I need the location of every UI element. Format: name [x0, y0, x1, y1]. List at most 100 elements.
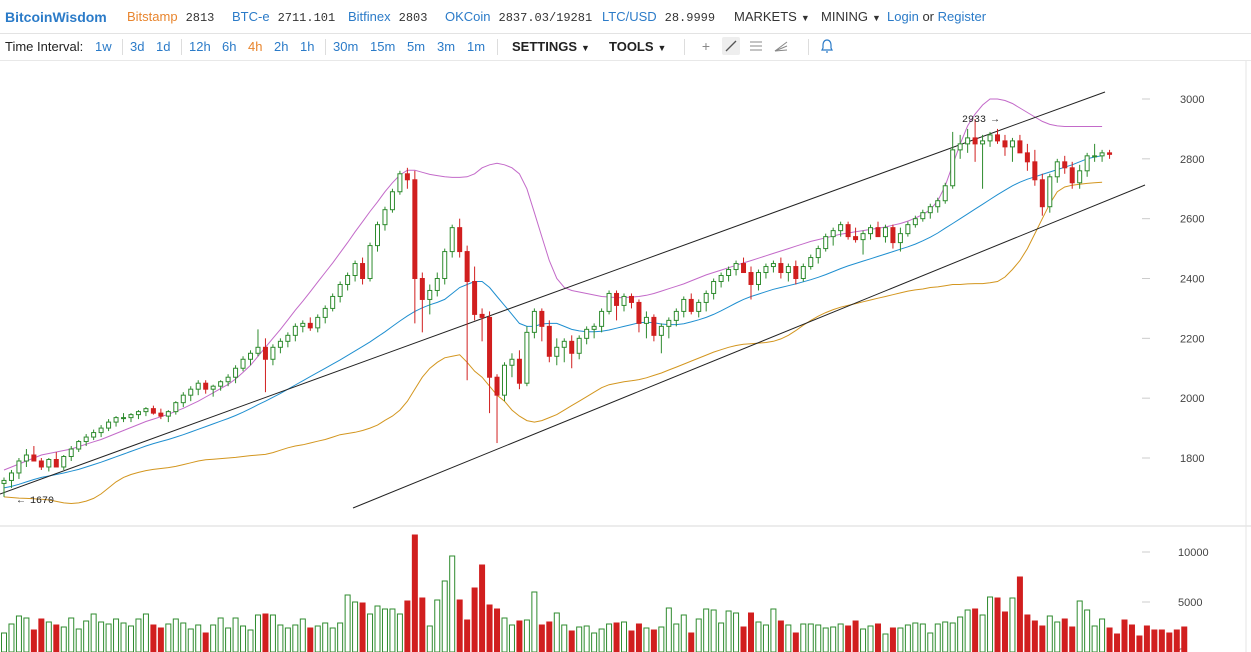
candle-down — [539, 310, 545, 327]
volume-bar-up — [718, 622, 725, 652]
interval-1w[interactable]: 1w — [95, 39, 112, 54]
low-price-annotation: ← 1670 — [18, 496, 54, 507]
candle-down — [651, 316, 657, 336]
candle-up — [255, 346, 261, 354]
interval-6h[interactable]: 6h — [222, 39, 237, 54]
price-tick-label: 1800 — [1180, 453, 1204, 465]
volume-bar-up — [1099, 618, 1106, 652]
price-tick-label: 2200 — [1180, 333, 1204, 345]
volume-bar-up — [770, 608, 777, 652]
candle-up — [61, 456, 67, 468]
market-name: Bitfinex — [348, 9, 391, 24]
market-price: 2837.03/19281 — [498, 11, 593, 25]
volume-bar-down — [1001, 611, 1008, 652]
candle-up — [352, 263, 358, 277]
volume-bar-up — [800, 623, 807, 652]
candle-up — [584, 328, 590, 339]
candle-down — [614, 292, 620, 306]
candle-up — [561, 340, 567, 348]
volume-bar-up — [389, 608, 396, 652]
fibonacci-fan-icon[interactable] — [772, 37, 790, 55]
tools-menu[interactable]: TOOLS ▼ — [609, 39, 666, 54]
interval-1d[interactable]: 1d — [156, 39, 171, 54]
volume-bar-up — [695, 618, 702, 652]
volume-bar-up — [434, 599, 441, 652]
volume-bar-down — [1151, 629, 1158, 652]
crosshair-icon[interactable]: + — [701, 38, 711, 54]
candle-up — [726, 269, 732, 277]
market-btce[interactable]: BTC-e 2711.101 — [232, 9, 335, 25]
market-bitstamp[interactable]: Bitstamp 2813 — [127, 9, 214, 25]
candle-up — [337, 283, 343, 297]
horizontal-lines-icon[interactable] — [747, 37, 765, 55]
candle-up — [666, 319, 672, 327]
market-okcoin[interactable]: OKCoin 2837.03/19281 — [445, 9, 592, 25]
volume-bars — [1, 534, 1188, 652]
candle-up — [524, 331, 530, 384]
tools-label: TOOLS — [609, 39, 654, 54]
interval-3d[interactable]: 3d — [130, 39, 145, 54]
volume-bar-up — [232, 617, 239, 652]
markets-menu[interactable]: MARKETS ▼ — [734, 9, 810, 24]
volume-bar-down — [740, 626, 747, 652]
candle-up — [673, 310, 679, 321]
interval-5m[interactable]: 5m — [407, 39, 426, 54]
volume-bar-down — [792, 632, 799, 652]
candle-up — [696, 301, 702, 312]
volume-bar-up — [217, 617, 224, 652]
divider — [684, 39, 685, 55]
candle-down — [890, 227, 896, 244]
chevron-down-icon: ▼ — [581, 43, 590, 53]
chevron-down-icon: ▼ — [800, 13, 810, 23]
candle-up — [397, 173, 403, 193]
candle-up — [389, 191, 395, 211]
interval-30m[interactable]: 30m — [333, 39, 359, 54]
volume-bar-up — [23, 617, 30, 652]
volume-bar-down — [307, 627, 314, 652]
candle-up — [987, 134, 993, 142]
candle-up — [838, 224, 844, 232]
interval-3m[interactable]: 3m — [437, 39, 456, 54]
volume-bar-up — [576, 626, 583, 652]
interval-2h[interactable]: 2h — [274, 39, 289, 54]
candle-down — [158, 412, 164, 417]
candle-up — [300, 322, 306, 327]
candle-up — [165, 411, 171, 417]
mining-menu[interactable]: MINING ▼ — [821, 9, 881, 24]
volume-bar-down — [613, 622, 620, 652]
market-bitfinex[interactable]: Bitfinex 2803 — [348, 9, 427, 25]
candle-up — [173, 402, 179, 413]
volume-bar-up — [964, 609, 971, 652]
price-chart[interactable]: 1800 2000 2200 2400 2600 2800 3000 ← 1670 2933 … — [0, 61, 1251, 652]
login-link[interactable]: Login — [887, 9, 919, 24]
candle-down — [487, 316, 493, 378]
interval-4h[interactable]: 4h — [248, 39, 263, 54]
candle-down — [404, 173, 410, 181]
bell-icon[interactable] — [818, 37, 836, 55]
market-ltcusd[interactable]: LTC/USD 28.9999 — [602, 9, 715, 25]
chevron-down-icon: ▼ — [871, 13, 881, 23]
candle-up — [330, 295, 336, 309]
volume-bar-up — [912, 622, 919, 652]
volume-bar-up — [329, 627, 336, 652]
divider — [181, 39, 182, 55]
volume-bar-up — [284, 627, 291, 652]
brand-logo[interactable]: BitcoinWisdom — [5, 9, 107, 25]
candle-up — [322, 307, 328, 318]
candle-up — [8, 472, 14, 481]
settings-menu[interactable]: SETTINGS ▼ — [512, 39, 590, 54]
candle-up — [509, 358, 515, 366]
trendline-icon[interactable] — [722, 37, 740, 55]
volume-bar-down — [494, 608, 501, 652]
volume-bar-up — [949, 622, 956, 652]
candle-up — [98, 427, 104, 434]
volume-bar-up — [942, 621, 949, 652]
interval-15m[interactable]: 15m — [370, 39, 396, 54]
interval-12h[interactable]: 12h — [189, 39, 211, 54]
register-link[interactable]: Register — [937, 9, 987, 24]
volume-bar-up — [508, 624, 515, 652]
volume-bar-down — [30, 629, 37, 652]
interval-1m[interactable]: 1m — [467, 39, 486, 54]
candle-down — [972, 137, 978, 145]
interval-1h[interactable]: 1h — [300, 39, 315, 54]
